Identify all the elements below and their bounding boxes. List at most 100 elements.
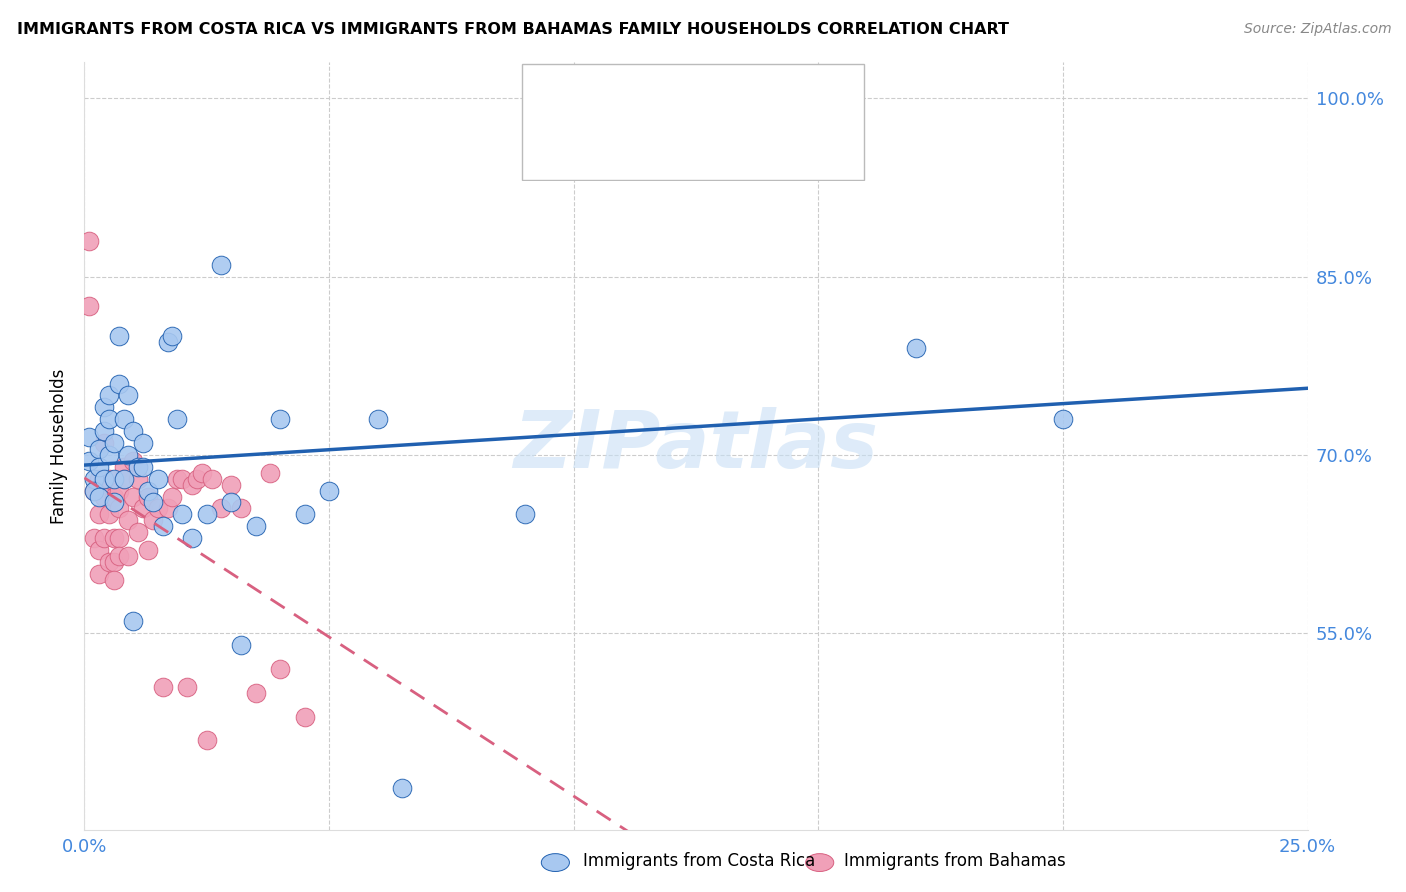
Point bbox=[112, 412, 135, 426]
Point bbox=[562, 151, 585, 165]
Point bbox=[122, 454, 145, 468]
Point bbox=[122, 424, 145, 438]
Point bbox=[152, 680, 174, 694]
Point bbox=[136, 483, 159, 498]
Point bbox=[176, 680, 198, 694]
Text: ZIPatlas: ZIPatlas bbox=[513, 407, 879, 485]
Point bbox=[87, 543, 110, 558]
Point bbox=[181, 477, 204, 491]
Text: IMMIGRANTS FROM COSTA RICA VS IMMIGRANTS FROM BAHAMAS FAMILY HOUSEHOLDS CORRELAT: IMMIGRANTS FROM COSTA RICA VS IMMIGRANTS… bbox=[17, 22, 1010, 37]
Point bbox=[294, 508, 316, 522]
Point bbox=[107, 549, 129, 563]
Point bbox=[186, 472, 208, 486]
Point bbox=[195, 733, 218, 747]
Point bbox=[87, 508, 110, 522]
Point bbox=[294, 709, 316, 723]
Point bbox=[269, 412, 291, 426]
Point bbox=[142, 495, 165, 509]
Point bbox=[162, 329, 184, 343]
Point bbox=[112, 472, 135, 486]
Point bbox=[97, 555, 120, 569]
Point bbox=[127, 525, 149, 540]
Point bbox=[83, 472, 105, 486]
Point bbox=[83, 483, 105, 498]
Point bbox=[259, 466, 281, 480]
Point bbox=[152, 519, 174, 533]
Y-axis label: Family Households: Family Households bbox=[51, 368, 69, 524]
Point bbox=[97, 508, 120, 522]
Point bbox=[229, 638, 252, 652]
Point bbox=[103, 472, 125, 486]
Point bbox=[219, 477, 242, 491]
Point bbox=[219, 495, 242, 509]
Point bbox=[122, 615, 145, 629]
Point bbox=[103, 495, 125, 509]
Point bbox=[103, 490, 125, 504]
Point bbox=[318, 483, 340, 498]
Point bbox=[132, 436, 155, 450]
Text: Source: ZipAtlas.com: Source: ZipAtlas.com bbox=[1244, 22, 1392, 37]
Point bbox=[87, 490, 110, 504]
Point bbox=[245, 686, 267, 700]
Point bbox=[103, 531, 125, 545]
Point bbox=[77, 234, 100, 248]
Point bbox=[83, 483, 105, 498]
Point bbox=[87, 566, 110, 581]
Point bbox=[172, 508, 194, 522]
Point bbox=[181, 531, 204, 545]
Point bbox=[107, 501, 129, 516]
Point bbox=[87, 472, 110, 486]
Point bbox=[93, 424, 115, 438]
Point bbox=[245, 519, 267, 533]
Point bbox=[132, 459, 155, 474]
Point bbox=[97, 412, 120, 426]
Point bbox=[209, 258, 232, 272]
Point bbox=[191, 466, 214, 480]
Circle shape bbox=[541, 854, 569, 871]
Point bbox=[77, 454, 100, 468]
Point bbox=[97, 388, 120, 402]
Point bbox=[117, 388, 139, 402]
Point bbox=[97, 448, 120, 462]
Point bbox=[83, 531, 105, 545]
Point bbox=[209, 501, 232, 516]
Point bbox=[200, 472, 222, 486]
Point bbox=[87, 459, 110, 474]
Point bbox=[391, 780, 413, 795]
Point bbox=[905, 341, 928, 355]
Point bbox=[127, 459, 149, 474]
Point bbox=[107, 483, 129, 498]
Point bbox=[122, 490, 145, 504]
Point bbox=[142, 513, 165, 527]
Point bbox=[103, 436, 125, 450]
Point bbox=[367, 412, 389, 426]
Point bbox=[136, 543, 159, 558]
Point bbox=[146, 472, 169, 486]
Point bbox=[156, 501, 179, 516]
Point bbox=[93, 490, 115, 504]
Point bbox=[107, 329, 129, 343]
Point bbox=[195, 508, 218, 522]
Point bbox=[112, 472, 135, 486]
Point bbox=[87, 442, 110, 456]
Point bbox=[127, 472, 149, 486]
Point bbox=[166, 412, 188, 426]
Point bbox=[513, 508, 536, 522]
Text: Immigrants from Bahamas: Immigrants from Bahamas bbox=[844, 852, 1066, 870]
Point bbox=[136, 490, 159, 504]
Point bbox=[172, 472, 194, 486]
Point bbox=[117, 549, 139, 563]
Point bbox=[93, 401, 115, 415]
Point bbox=[77, 430, 100, 444]
Point bbox=[156, 334, 179, 349]
Point bbox=[166, 472, 188, 486]
Point bbox=[93, 436, 115, 450]
Point bbox=[269, 662, 291, 676]
Point bbox=[112, 459, 135, 474]
Point bbox=[117, 513, 139, 527]
Point bbox=[77, 299, 100, 313]
Point bbox=[1052, 412, 1074, 426]
Point bbox=[97, 472, 120, 486]
Point bbox=[162, 490, 184, 504]
Point bbox=[93, 472, 115, 486]
